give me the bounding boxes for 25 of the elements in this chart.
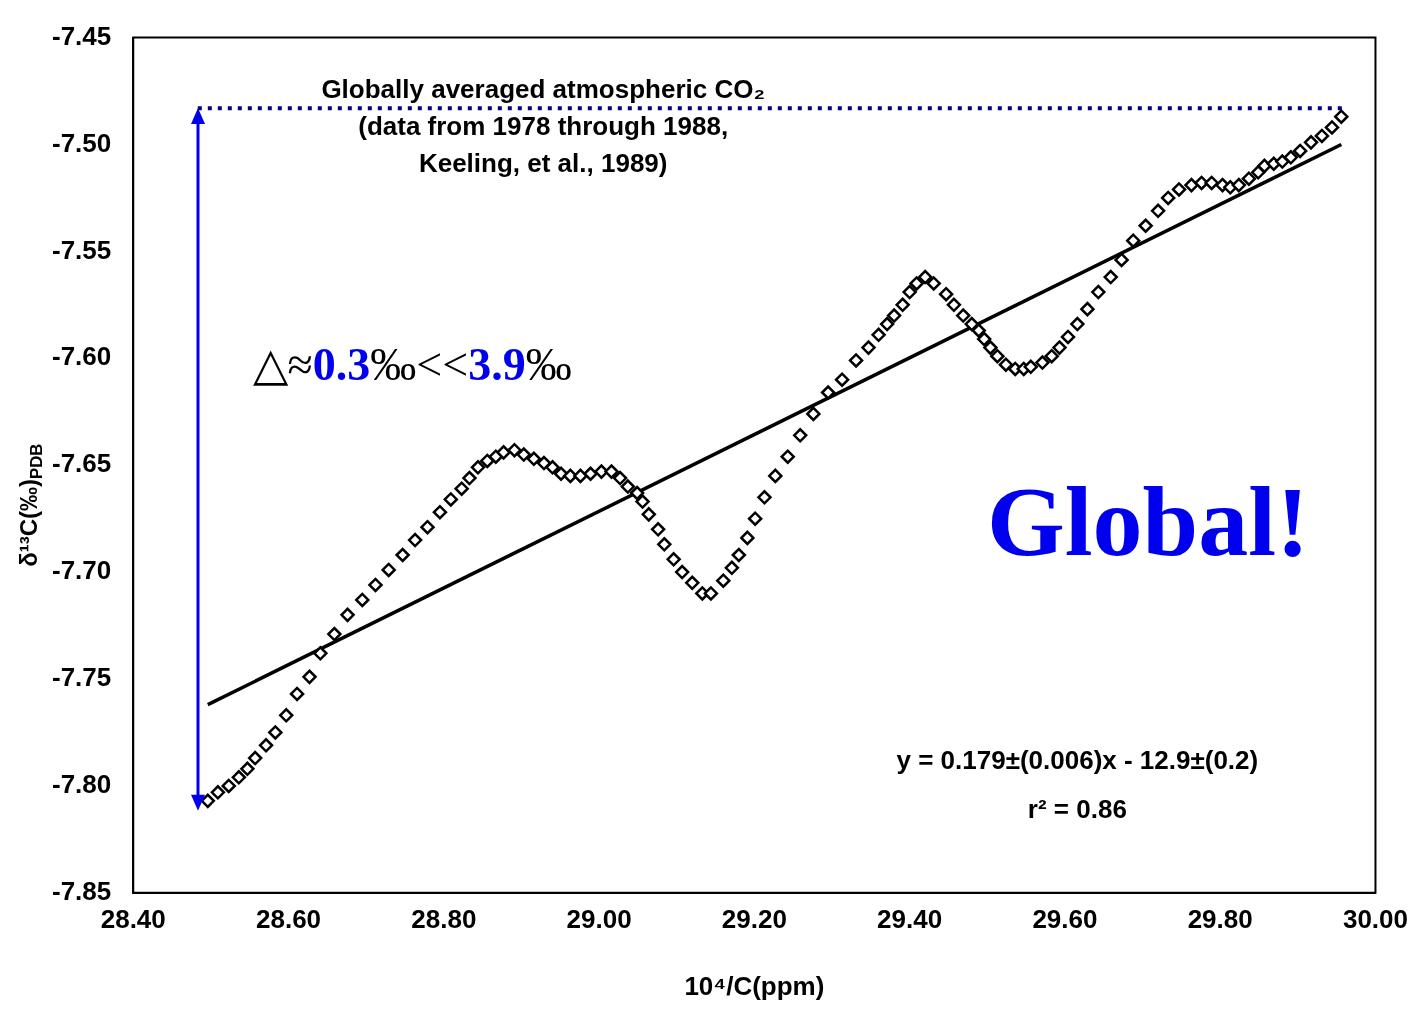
y-tick-label: -7.55 — [52, 234, 112, 265]
x-tick-label: 30.00 — [1342, 903, 1409, 934]
y-tick-label: -7.65 — [52, 448, 112, 479]
x-tick-label: 28.80 — [411, 903, 477, 934]
x-tick-label: 28.40 — [100, 903, 166, 934]
x-tick-label: 28.60 — [256, 903, 322, 934]
annotation: Globally averaged atmospheric CO₂ (data from 1978 through 1988, Keeling, et al., 1989) — [321, 73, 765, 178]
annotation: y = 0.179±(0.006)x - 12.9±(0.2) — [896, 745, 1259, 776]
annotation: Global! — [987, 466, 1310, 578]
y-tick-label: -7.50 — [52, 127, 112, 158]
y-tick-label: -7.85 — [52, 875, 112, 906]
x-axis-title: 10⁴/C(ppm) — [684, 970, 825, 1001]
x-tick-label: 29.00 — [566, 903, 632, 934]
annotation: r² = 0.86 — [1027, 793, 1127, 824]
y-tick-label: -7.60 — [52, 341, 112, 372]
y-tick-label: -7.70 — [52, 555, 112, 586]
annotation: △≈0.3‰<<3.9‰ — [252, 338, 572, 390]
x-tick-label: 29.80 — [1187, 903, 1253, 934]
y-tick-label: -7.80 — [52, 769, 112, 800]
x-tick-label: 29.40 — [877, 903, 943, 934]
x-tick-label: 29.60 — [1032, 903, 1098, 934]
y-tick-label: -7.75 — [52, 662, 112, 693]
x-tick-label: 29.20 — [721, 903, 787, 934]
y-axis-title: δ¹³C(‰)PDB — [14, 443, 46, 567]
y-tick-label: -7.45 — [52, 20, 112, 51]
